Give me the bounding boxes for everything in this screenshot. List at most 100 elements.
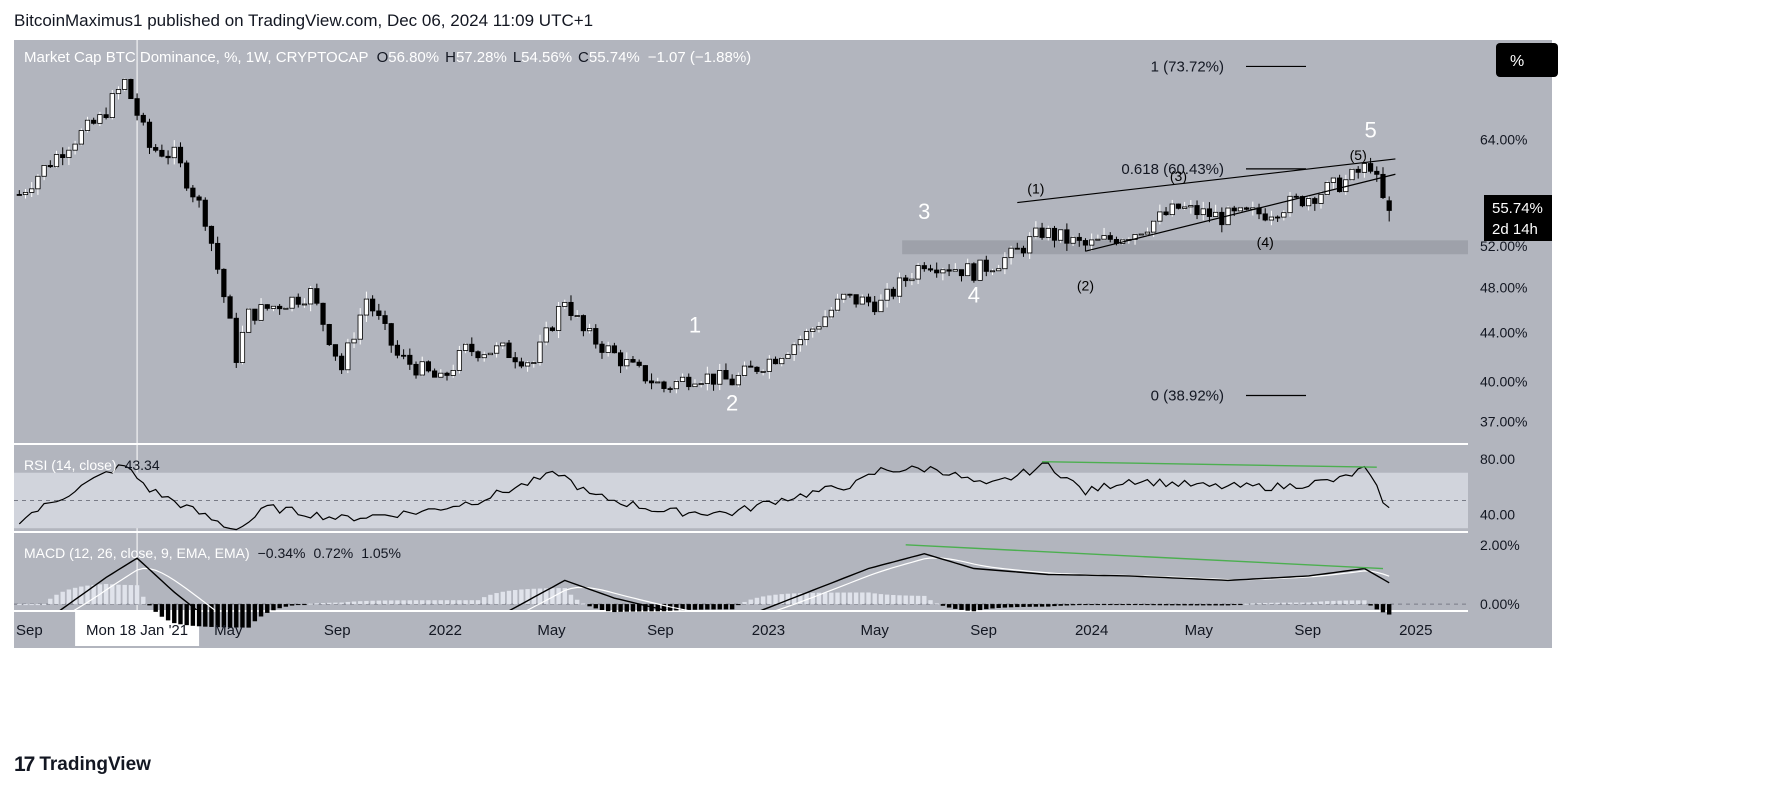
- macd-histogram-bar: [1256, 603, 1262, 605]
- candle-body: [779, 357, 785, 365]
- macd-histogram-bar: [221, 604, 227, 628]
- candle-body: [865, 296, 872, 303]
- price-scale[interactable]: [1468, 40, 1552, 612]
- candle-body: [1374, 170, 1380, 175]
- time-tick: 2024: [1075, 622, 1108, 639]
- macd-histogram-bar: [618, 604, 623, 612]
- candle-body: [1144, 231, 1151, 235]
- macd-histogram-bar: [1201, 604, 1206, 606]
- candle-body: [196, 196, 202, 201]
- macd-histogram-bar: [996, 604, 1001, 608]
- macd-pane[interactable]: [14, 533, 1468, 610]
- candle-body: [345, 342, 351, 371]
- macd-histogram-bar: [1058, 604, 1063, 606]
- candle-body: [580, 315, 586, 332]
- macd-histogram-bar: [333, 602, 338, 605]
- macd-histogram-bar: [1077, 604, 1082, 606]
- fib-label: 0 (38.92%): [1151, 388, 1224, 405]
- macd-histogram-bar: [209, 604, 214, 627]
- macd-histogram-bar: [1163, 604, 1169, 606]
- macd-histogram-bar: [314, 603, 320, 605]
- candle-body: [531, 362, 537, 364]
- macd-histogram-bar: [574, 599, 580, 605]
- macd-histogram-bar: [1046, 604, 1051, 607]
- macd-histogram-bar: [785, 593, 791, 605]
- macd-histogram-bar: [1386, 604, 1392, 615]
- macd-histogram-bar: [1349, 600, 1355, 605]
- candle-body: [357, 314, 363, 340]
- candle-body: [741, 365, 748, 376]
- macd-histogram-bar: [1145, 604, 1150, 606]
- macd-histogram-bar: [122, 584, 127, 605]
- candle-body: [847, 293, 853, 296]
- candle-body: [376, 310, 382, 316]
- candle-body: [593, 328, 599, 345]
- macd-histogram-bar: [959, 604, 964, 610]
- macd-histogram-bar: [909, 595, 915, 605]
- time-scale[interactable]: [14, 612, 1552, 648]
- percent-scale-button[interactable]: [1496, 43, 1558, 77]
- macd-histogram-bar: [1132, 604, 1138, 606]
- macd-histogram-bar: [457, 600, 462, 605]
- candle-body: [1163, 211, 1169, 216]
- chart-svg[interactable]: Mon 18 Jan '21 1 (73.72%) 0.618 (60.43%) 0…: [14, 40, 1774, 740]
- macd-histogram-bar: [103, 583, 109, 605]
- macd-histogram-bar: [853, 592, 859, 605]
- candle-body: [648, 380, 655, 384]
- macd-histogram-bar: [1015, 604, 1020, 608]
- candle-body: [134, 98, 140, 116]
- candle-body: [1175, 203, 1182, 209]
- price-tick: 37.00%: [1480, 414, 1527, 430]
- candle-body: [494, 345, 500, 354]
- candle-body: [896, 277, 903, 297]
- candle-body: [549, 327, 555, 331]
- macd-histogram-bar: [1275, 602, 1280, 605]
- tradingview-footer[interactable]: 17 TradingView: [14, 753, 151, 777]
- macd-histogram-bar: [451, 600, 456, 605]
- macd-histogram-bar: [543, 588, 549, 605]
- macd-histogram-bar: [190, 604, 196, 626]
- macd-histogram-bar: [1157, 604, 1163, 606]
- candle-body: [828, 309, 834, 318]
- macd-histogram-bar: [488, 594, 493, 605]
- candle-body: [971, 263, 977, 281]
- candle-body: [1095, 238, 1101, 241]
- macd-histogram-bar: [1306, 602, 1311, 605]
- candle-body: [940, 269, 946, 274]
- candle-body: [723, 370, 729, 380]
- candle-body: [500, 342, 506, 347]
- macd-histogram-bar: [1052, 604, 1057, 607]
- wedge-lower-line: [1085, 173, 1396, 252]
- chart-frame[interactable]: Mon 18 Jan '21 1 (73.72%) 0.618 (60.43%) 0…: [14, 40, 1774, 740]
- price-tick: 44.00%: [1480, 324, 1527, 340]
- macd-histogram-bar: [816, 592, 822, 605]
- candle-body: [1237, 207, 1244, 212]
- wave-label-minor: (1): [1027, 181, 1044, 197]
- candle-body: [878, 299, 884, 313]
- macd-histogram-bar: [165, 604, 171, 621]
- candle-body: [438, 372, 444, 378]
- percent-scale-label: %: [1510, 53, 1524, 70]
- macd-histogram-bar: [1312, 601, 1318, 605]
- candle-body: [388, 323, 394, 346]
- candle-body: [679, 376, 686, 382]
- macd-histogram-bar: [661, 604, 667, 612]
- candle-body: [903, 277, 909, 282]
- macd-histogram-bar: [519, 589, 524, 605]
- macd-histogram-bar: [512, 590, 518, 605]
- candle-body: [1337, 177, 1343, 193]
- macd-histogram-bar: [1064, 604, 1070, 606]
- candle-body: [1312, 198, 1318, 204]
- macd-histogram-bar: [482, 597, 487, 605]
- fib-label: 0.618 (60.43%): [1121, 161, 1224, 178]
- candle-body: [1076, 236, 1082, 241]
- macd-histogram-bar: [500, 591, 505, 605]
- candle-body: [97, 114, 103, 124]
- macd-histogram-bar: [1207, 604, 1212, 606]
- candle-body: [1033, 227, 1039, 238]
- candle-body: [537, 341, 543, 363]
- candle-body: [332, 344, 339, 357]
- candle-body: [1380, 173, 1386, 198]
- candle-body: [673, 381, 679, 390]
- macd-histogram-bar: [413, 600, 419, 605]
